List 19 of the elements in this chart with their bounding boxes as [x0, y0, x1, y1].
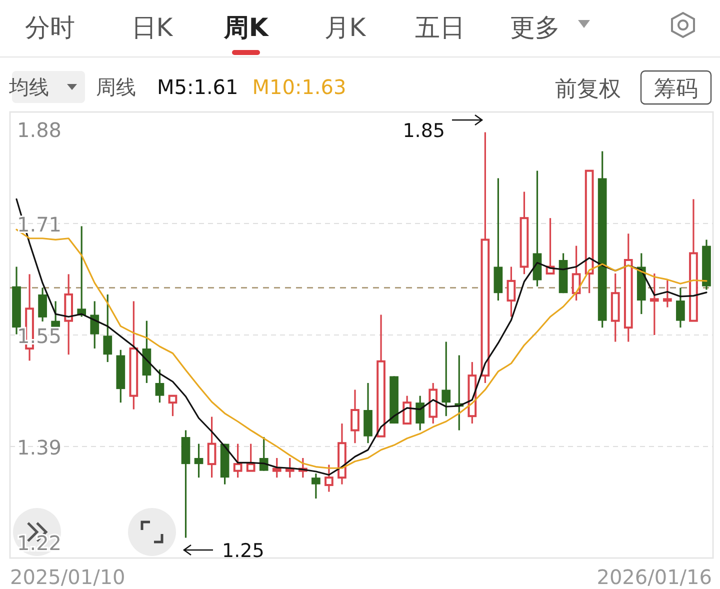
text: 2025/01/10 [10, 565, 126, 589]
text: 周线 [96, 75, 136, 99]
annotation: 1.85 [402, 120, 445, 142]
text: 五日 [415, 13, 465, 42]
text: 更多 [510, 13, 560, 42]
text: 日K [131, 13, 174, 42]
text: 月K [324, 13, 366, 42]
text: 2026/01/16 [596, 565, 712, 589]
text: 前复权 [555, 77, 621, 102]
text: 均线 [8, 75, 49, 99]
text: M5:1.61 [157, 75, 238, 99]
text: 周K [222, 13, 270, 42]
y-tick-label: 1.39 [17, 436, 62, 460]
y-tick-label: 1.22 [17, 531, 62, 555]
text: 分时 [25, 13, 75, 42]
text: 筹码 [654, 77, 698, 102]
text: M10:1.63 [252, 75, 346, 99]
y-tick-label: 1.88 [17, 118, 62, 142]
annotation: 1.25 [222, 540, 264, 562]
